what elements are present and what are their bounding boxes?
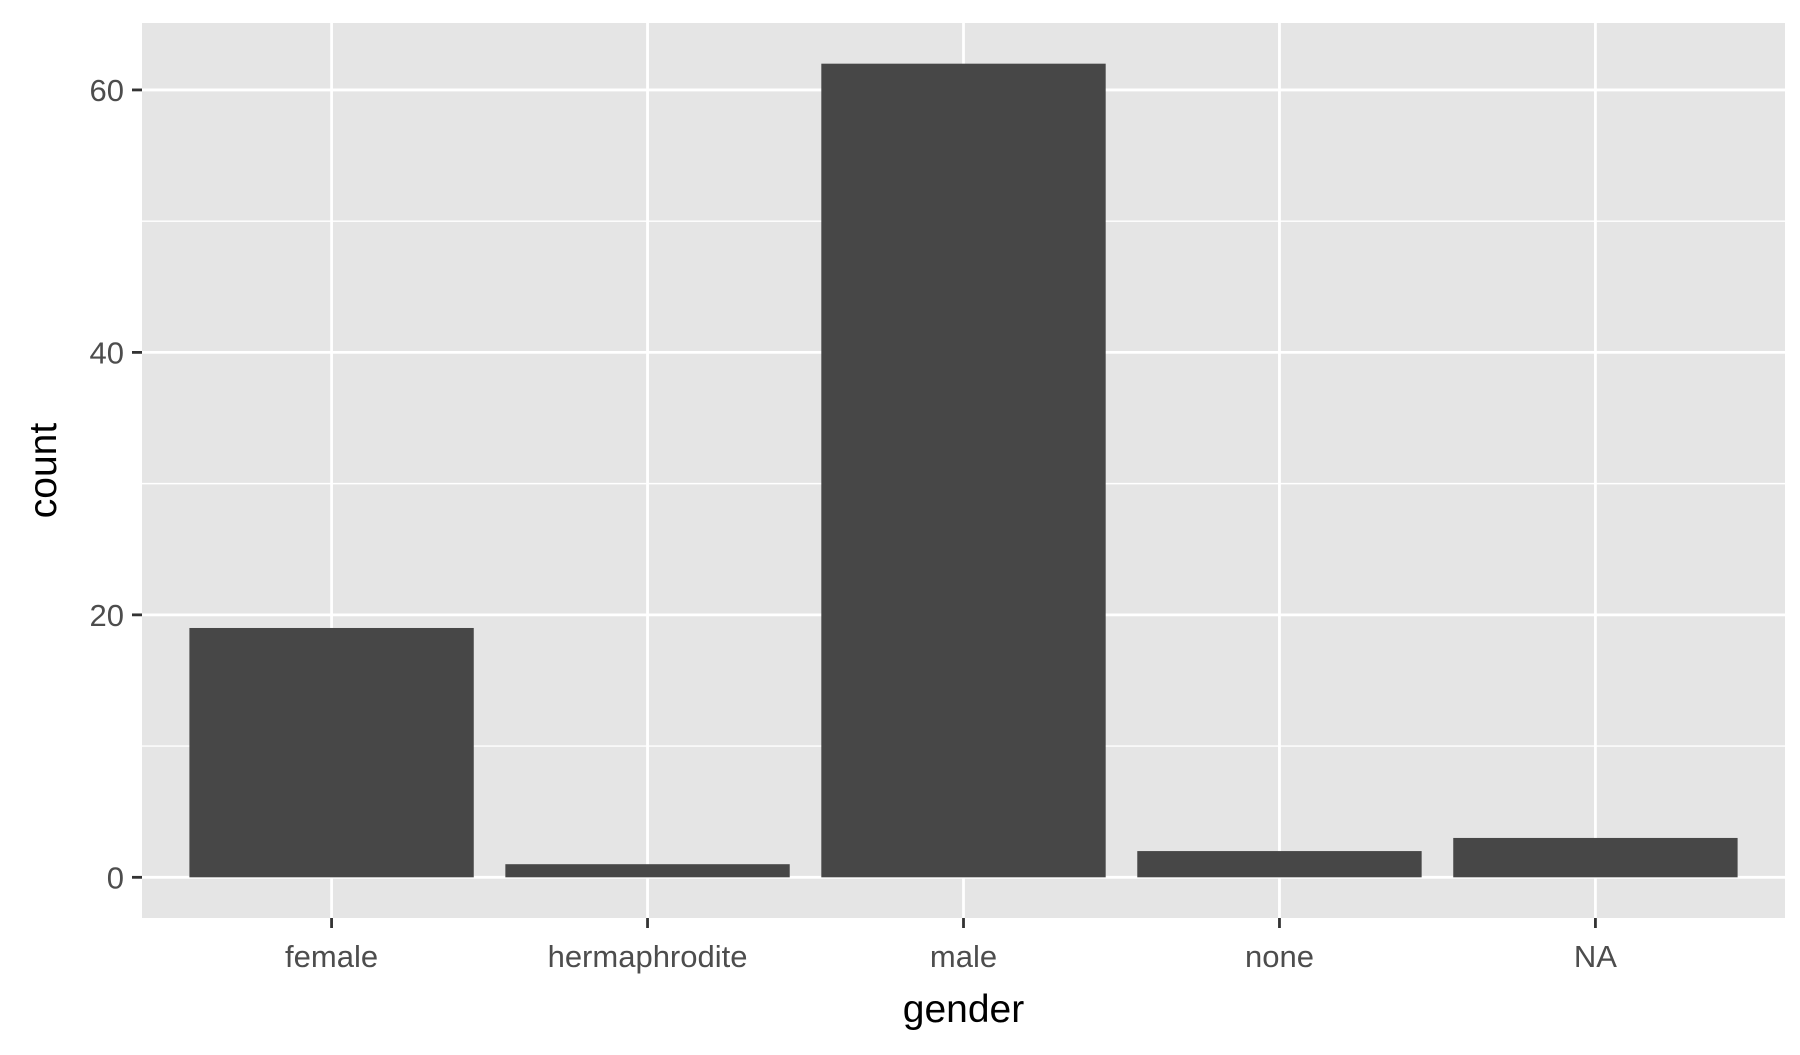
bar-female (189, 627, 474, 878)
bar-male (821, 63, 1106, 878)
bars (189, 63, 1738, 878)
y-axis: 0 20 40 60 (90, 73, 142, 895)
x-tick-label: NA (1574, 939, 1617, 974)
x-tick-label: hermaphrodite (548, 939, 748, 974)
x-tick-label: male (930, 939, 997, 974)
x-tick-label: female (285, 939, 378, 974)
x-axis: female hermaphrodite male none NA (285, 918, 1617, 974)
x-axis-title: gender (903, 988, 1024, 1031)
bar-none (1137, 851, 1422, 878)
y-tick-label: 40 (90, 335, 124, 370)
y-tick-label: 20 (90, 598, 124, 633)
bar-hermaphrodite (505, 864, 790, 878)
x-tick-label: none (1245, 939, 1314, 974)
y-tick-label: 0 (107, 860, 124, 895)
bar-na (1453, 837, 1738, 878)
y-tick-label: 60 (90, 73, 124, 108)
y-axis-title: count (22, 423, 65, 519)
